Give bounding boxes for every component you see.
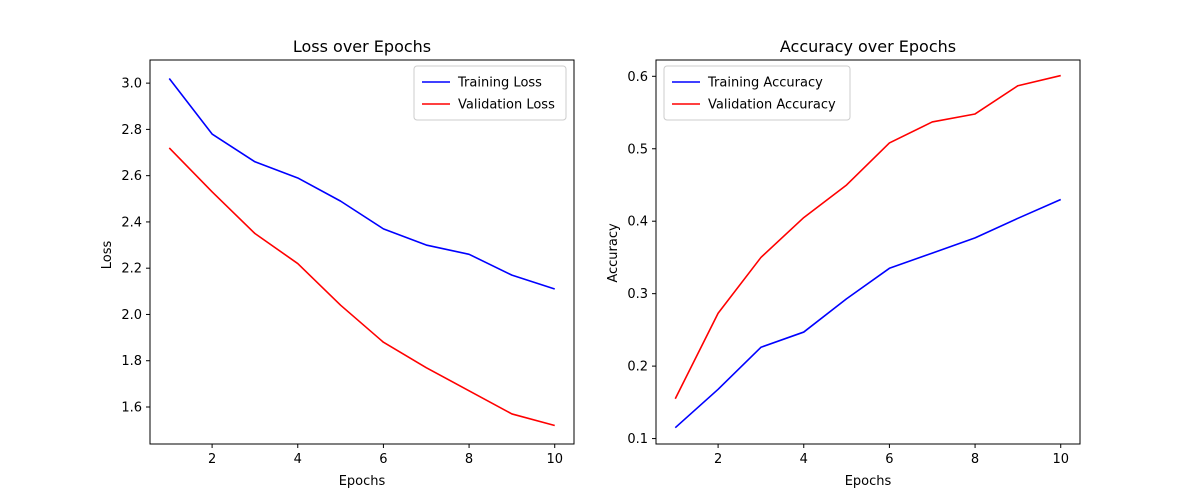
series-line-1	[168, 78, 555, 290]
y-tick-label: 0.2	[627, 360, 648, 375]
series-line-2	[168, 147, 555, 427]
y-tick-label: 0.6	[627, 70, 648, 85]
axis-ticks: 2 4 6 8 10 1.6 1.8 2.0 2.2 2.4 2.6 2.8 3.0	[121, 77, 563, 467]
y-tick-label: 0.5	[627, 142, 648, 157]
y-tick-label: 2.6	[121, 169, 142, 184]
y-tick-label: 1.6	[121, 400, 142, 415]
legend: Training Accuracy Validation Accuracy	[663, 65, 851, 121]
chart-title: Loss over Epochs	[293, 37, 431, 56]
y-tick-label: 2.8	[121, 123, 142, 138]
x-tick-label: 8	[971, 452, 979, 467]
y-tick-label: 0.4	[627, 215, 648, 230]
x-tick-label: 6	[379, 452, 387, 467]
legend-box	[663, 65, 851, 121]
legend-box	[413, 65, 567, 121]
x-tick-label: 6	[885, 452, 893, 467]
x-axis-label: Epochs	[845, 474, 892, 489]
x-tick-label: 10	[546, 452, 563, 467]
series-line-2	[674, 74, 1061, 400]
axes-frame	[655, 59, 1081, 445]
y-tick-label: 2.2	[121, 262, 142, 277]
legend-entry-label: Training Loss	[457, 76, 542, 91]
x-tick-label: 4	[294, 452, 302, 467]
loss-chart: Loss over Epochs Epochs Loss 2 4 6 8 10 1.6 1.…	[100, 37, 575, 489]
plot-area	[674, 74, 1062, 429]
x-axis-label: Epochs	[339, 474, 386, 489]
y-axis-label: Loss	[100, 241, 115, 270]
series-line-1	[674, 198, 1062, 429]
y-tick-label: 0.3	[627, 287, 648, 302]
plot-area	[168, 78, 555, 427]
y-axis-label: Accuracy	[606, 223, 621, 283]
x-tick-label: 10	[1052, 452, 1069, 467]
x-tick-label: 8	[465, 452, 473, 467]
legend: Training Loss Validation Loss	[413, 65, 567, 121]
y-tick-label: 2.0	[121, 308, 142, 323]
y-tick-label: 1.8	[121, 354, 142, 369]
x-tick-label: 2	[714, 452, 722, 467]
x-tick-label: 4	[800, 452, 808, 467]
legend-entry-label: Training Accuracy	[707, 76, 823, 91]
accuracy-chart: Accuracy over Epochs Epochs Accuracy 2 4 6…	[606, 37, 1081, 489]
legend-entry-label: Validation Loss	[458, 98, 555, 113]
legend-entry-label: Validation Accuracy	[708, 98, 836, 113]
y-tick-label: 2.4	[121, 215, 142, 230]
y-tick-label: 3.0	[121, 77, 142, 92]
x-tick-label: 2	[208, 452, 216, 467]
axes-frame	[149, 59, 575, 445]
axis-ticks: 2 4 6 8 10 0.1 0.2 0.3 0.4 0.5 0.6	[627, 70, 1069, 467]
y-tick-label: 0.1	[627, 432, 648, 447]
chart-title: Accuracy over Epochs	[780, 37, 956, 56]
